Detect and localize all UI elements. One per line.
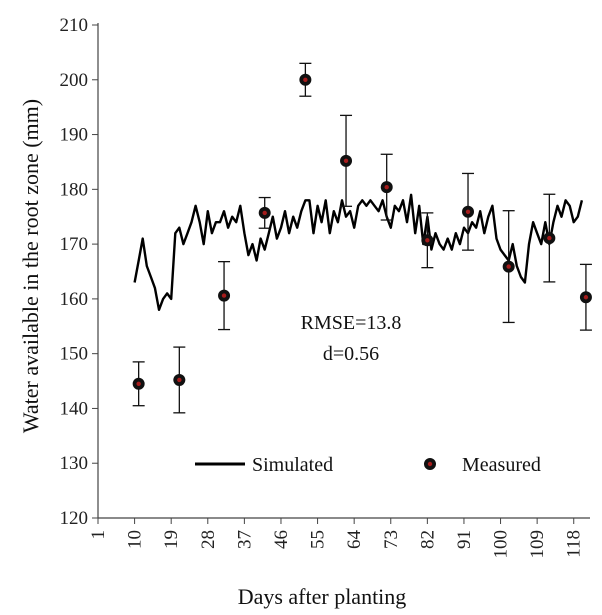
x-tick-label: 10 bbox=[125, 530, 146, 549]
measured-point bbox=[340, 114, 353, 207]
x-tick-label: 37 bbox=[234, 530, 255, 549]
measured-marker-center bbox=[465, 209, 471, 214]
measured-marker-center bbox=[506, 264, 511, 269]
measured-point bbox=[380, 153, 393, 221]
measured-marker-center bbox=[384, 184, 389, 190]
y-tick-label: 120 bbox=[60, 508, 89, 529]
x-tick-label: 28 bbox=[198, 530, 219, 549]
simulated-line bbox=[133, 193, 584, 311]
x-tick-label: 73 bbox=[381, 530, 402, 549]
legend: Simulated Measured bbox=[195, 454, 541, 476]
y-tick-label: 130 bbox=[60, 453, 89, 474]
measured-marker-center bbox=[221, 293, 227, 298]
measured-point bbox=[543, 193, 556, 283]
x-ticks: 1 10 19 28 37 46 55 64 73 82 91 100 109 118 bbox=[88, 518, 585, 559]
measured-marker-center bbox=[303, 77, 308, 82]
y-axis-title: Water available in the root zone (mm) bbox=[18, 99, 43, 433]
y-tick-label: 190 bbox=[60, 125, 89, 146]
x-tick-label: 100 bbox=[491, 530, 512, 559]
measured-point bbox=[421, 212, 434, 269]
measured-marker-center bbox=[136, 381, 141, 386]
x-tick-label: 64 bbox=[344, 530, 365, 550]
measured-point bbox=[502, 210, 515, 324]
measured-point bbox=[258, 196, 271, 229]
rmse-annotation: RMSE=13.8 bbox=[301, 312, 402, 334]
y-tick-label: 170 bbox=[60, 234, 89, 255]
measured-marker-center bbox=[343, 158, 349, 164]
measured-marker-center bbox=[262, 210, 267, 216]
y-tick-label: 200 bbox=[60, 70, 89, 91]
measured-point bbox=[462, 172, 475, 251]
measured-point bbox=[579, 263, 592, 331]
y-tick-label: 210 bbox=[60, 15, 89, 36]
axes bbox=[97, 23, 590, 519]
x-tick-label: 91 bbox=[454, 530, 475, 549]
x-tick-label: 46 bbox=[271, 530, 292, 549]
x-tick-label: 1 bbox=[88, 530, 109, 540]
measured-point bbox=[132, 361, 145, 407]
measured-marker-center bbox=[547, 235, 552, 241]
y-tick-label: 150 bbox=[60, 344, 89, 365]
d-annotation: d=0.56 bbox=[323, 343, 379, 365]
measured-marker-center bbox=[177, 377, 182, 383]
measured-point bbox=[299, 62, 312, 97]
series bbox=[132, 62, 592, 414]
x-tick-label: 55 bbox=[308, 530, 329, 549]
x-tick-label: 82 bbox=[417, 530, 438, 549]
x-tick-label: 118 bbox=[564, 530, 585, 558]
measured-marker-center bbox=[583, 295, 589, 300]
legend-measured-label: Measured bbox=[462, 454, 541, 476]
x-axis-title: Days after planting bbox=[238, 584, 407, 609]
y-tick-label: 140 bbox=[60, 398, 89, 419]
x-tick-label: 109 bbox=[527, 530, 548, 559]
measured-point bbox=[218, 260, 231, 331]
y-tick-label: 180 bbox=[60, 179, 89, 200]
x-tick-label: 19 bbox=[161, 530, 182, 549]
measured-point bbox=[173, 346, 186, 414]
legend-simulated-label: Simulated bbox=[252, 454, 333, 476]
legend-measured-marker-center bbox=[427, 461, 433, 467]
y-tick-label: 160 bbox=[60, 289, 89, 310]
measured-marker-center bbox=[425, 238, 430, 243]
y-ticks: 120 130 140 150 160 170 180 190 200 210 bbox=[60, 15, 98, 529]
